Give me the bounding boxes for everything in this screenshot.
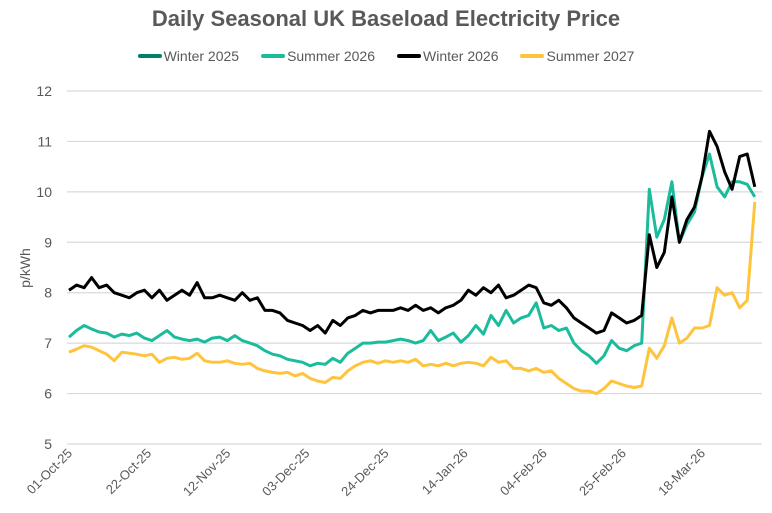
y-tick-label: 7 bbox=[44, 335, 52, 351]
legend-label: Winter 2025 bbox=[163, 48, 240, 64]
y-tick-label: 9 bbox=[44, 234, 52, 250]
x-tick-label: 25-Feb-26 bbox=[576, 446, 629, 499]
x-tick-label: 01-Oct-25 bbox=[24, 446, 75, 497]
x-tick-label: 18-Mar-26 bbox=[655, 446, 708, 499]
y-axis-label: p/kWh bbox=[17, 248, 33, 288]
legend-swatch-summer-2026 bbox=[261, 54, 286, 58]
series-line-summer-2026 bbox=[68, 152, 757, 368]
legend-label: Winter 2026 bbox=[423, 48, 499, 64]
x-tick-label: 24-Dec-25 bbox=[338, 446, 392, 500]
legend-label: Summer 2027 bbox=[546, 48, 635, 64]
y-tick-label: 11 bbox=[37, 133, 52, 149]
legend-label: Summer 2026 bbox=[287, 48, 375, 64]
x-tick-label: 12-Nov-25 bbox=[180, 446, 234, 500]
y-tick-label: 5 bbox=[44, 436, 52, 452]
legend-swatch-summer-2027 bbox=[520, 54, 545, 58]
series-line-summer-2027 bbox=[68, 201, 757, 396]
series-line-winter-2026 bbox=[68, 129, 757, 335]
y-axis-ticks: 5 6 7 8 9 10 11 12 bbox=[36, 83, 52, 452]
x-tick-label: 22-Oct-25 bbox=[103, 446, 154, 497]
x-tick-label: 04-Feb-26 bbox=[497, 446, 550, 499]
legend-swatch-winter-2026 bbox=[397, 54, 421, 58]
x-tick-label: 03-Dec-25 bbox=[259, 446, 313, 500]
x-tick-label: 14-Jan-26 bbox=[419, 446, 471, 498]
y-tick-label: 8 bbox=[44, 285, 52, 301]
series-lines bbox=[68, 129, 757, 396]
y-tick-label: 6 bbox=[44, 386, 52, 402]
y-tick-label: 10 bbox=[36, 184, 52, 200]
legend: Winter 2025 Summer 2026 Winter 2026 Summ… bbox=[0, 48, 772, 64]
legend-item-winter-2025[interactable]: Winter 2025 bbox=[137, 48, 240, 64]
legend-item-winter-2026[interactable]: Winter 2026 bbox=[397, 48, 498, 64]
chart-title: Daily Seasonal UK Baseload Electricity P… bbox=[151, 6, 621, 31]
legend-swatch-winter-2025 bbox=[137, 54, 162, 58]
legend-item-summer-2027[interactable]: Summer 2027 bbox=[520, 48, 634, 64]
y-tick-label: 12 bbox=[36, 83, 52, 99]
x-axis-ticks: 01-Oct-25 22-Oct-25 12-Nov-25 03-Dec-25 24-D… bbox=[24, 446, 708, 500]
legend-item-summer-2026[interactable]: Summer 2026 bbox=[261, 48, 375, 64]
